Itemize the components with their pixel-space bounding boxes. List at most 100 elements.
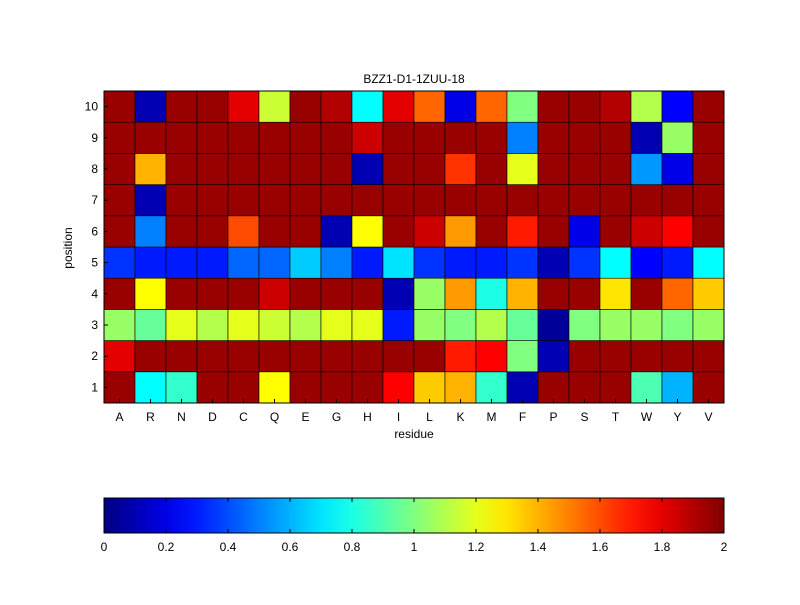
heatmap-cell — [351, 90, 384, 123]
x-tick-label: M — [487, 410, 497, 424]
colorbar-tick-label: 1.2 — [468, 540, 485, 554]
heatmap-cell — [227, 90, 260, 123]
heatmap-cell — [568, 371, 601, 404]
heatmap-cell — [506, 215, 539, 248]
heatmap-cell — [351, 340, 384, 373]
heatmap-cell — [196, 277, 229, 310]
heatmap-cell — [444, 309, 477, 341]
colorbar-tick-label: 1.4 — [530, 540, 547, 554]
heatmap-cell — [537, 184, 570, 217]
heatmap-cell — [444, 121, 477, 154]
heatmap-cell — [444, 153, 477, 185]
colorbar-tick-label: 0.2 — [158, 540, 175, 554]
heatmap-cell — [258, 153, 291, 185]
heatmap-cell — [227, 184, 260, 217]
heatmap-cell — [661, 215, 694, 248]
colorbar-tick-label: 1 — [411, 540, 418, 554]
x-tick-label: H — [363, 410, 372, 424]
heatmap-cell — [227, 153, 260, 185]
heatmap-cell — [382, 90, 415, 123]
heatmap-cell — [103, 340, 136, 373]
heatmap-cell — [661, 153, 694, 185]
heatmap-cell — [568, 121, 601, 154]
heatmap-cell — [661, 309, 694, 341]
heatmap-cell — [630, 277, 663, 310]
x-tick-label: Y — [673, 410, 681, 424]
heatmap-cell — [630, 246, 663, 279]
x-tick-label: C — [239, 410, 248, 424]
heatmap-cell — [475, 121, 508, 154]
heatmap-cell — [382, 371, 415, 404]
heatmap-cell — [134, 246, 167, 279]
heatmap-cell — [134, 340, 167, 373]
y-tick-label: 5 — [91, 256, 98, 270]
heatmap-cell — [320, 277, 353, 310]
heatmap-cell — [134, 309, 167, 341]
heatmap-cell — [506, 309, 539, 341]
y-axis-ticks: 1 2 3 4 5 6 7 8 9 10 — [85, 100, 108, 394]
heatmap-cell — [506, 246, 539, 279]
heatmap-cell — [382, 153, 415, 185]
heatmap-cell — [630, 215, 663, 248]
heatmap-cell — [351, 121, 384, 154]
heatmap-cell — [289, 277, 322, 310]
heatmap-cell — [661, 90, 694, 123]
heatmap-cell — [103, 215, 136, 248]
heatmap-cell — [227, 340, 260, 373]
heatmap-cell — [227, 246, 260, 279]
heatmap-cell — [289, 90, 322, 123]
heatmap-cell — [692, 121, 725, 154]
heatmap-cell — [134, 153, 167, 185]
heatmap-cell — [630, 371, 663, 404]
y-axis-label: position — [61, 227, 75, 268]
heatmap-cell — [568, 184, 601, 217]
heatmap-cell — [630, 309, 663, 341]
heatmap-cell — [165, 153, 198, 185]
heatmap-cell — [413, 184, 446, 217]
heatmap-cell — [227, 121, 260, 154]
y-tick-label: 2 — [91, 349, 98, 363]
heatmap-cell — [506, 121, 539, 154]
heatmap-cell — [599, 90, 632, 123]
y-tick-label: 1 — [91, 380, 98, 394]
heatmap-cell — [320, 153, 353, 185]
heatmap-cell — [630, 90, 663, 123]
heatmap-cell — [382, 309, 415, 341]
heatmap-cell — [444, 215, 477, 248]
heatmap-cell — [692, 309, 725, 341]
heatmap-cell — [444, 184, 477, 217]
x-tick-label: P — [549, 410, 557, 424]
heatmap-cell — [568, 340, 601, 373]
x-tick-label: I — [397, 410, 400, 424]
heatmap-cell — [103, 371, 136, 404]
x-tick-label: L — [426, 410, 433, 424]
heatmap-cell — [134, 277, 167, 310]
heatmap-cell — [227, 215, 260, 248]
heatmap-cell — [599, 277, 632, 310]
heatmap-cell — [599, 121, 632, 154]
heatmap-cell — [568, 90, 601, 123]
heatmap-cell — [382, 246, 415, 279]
x-tick-label: F — [519, 410, 526, 424]
y-tick-label: 4 — [91, 287, 98, 301]
heatmap-cell — [630, 340, 663, 373]
heatmap-cell — [475, 153, 508, 185]
heatmap-cell — [382, 184, 415, 217]
heatmap-cell — [258, 371, 291, 404]
heatmap-cell — [289, 340, 322, 373]
x-tick-label: Q — [270, 410, 279, 424]
heatmap-cell — [320, 371, 353, 404]
heatmap-cell — [506, 90, 539, 123]
x-tick-label: T — [612, 410, 620, 424]
heatmap-cell — [444, 340, 477, 373]
heatmap-cell — [196, 371, 229, 404]
heatmap-cell — [692, 277, 725, 310]
heatmap-cell — [692, 184, 725, 217]
heatmap-cell — [630, 153, 663, 185]
heatmap-cell — [692, 90, 725, 123]
heatmap-cell — [692, 340, 725, 373]
heatmap-cell — [506, 153, 539, 185]
heatmap-cell — [599, 340, 632, 373]
heatmap-cell — [537, 215, 570, 248]
